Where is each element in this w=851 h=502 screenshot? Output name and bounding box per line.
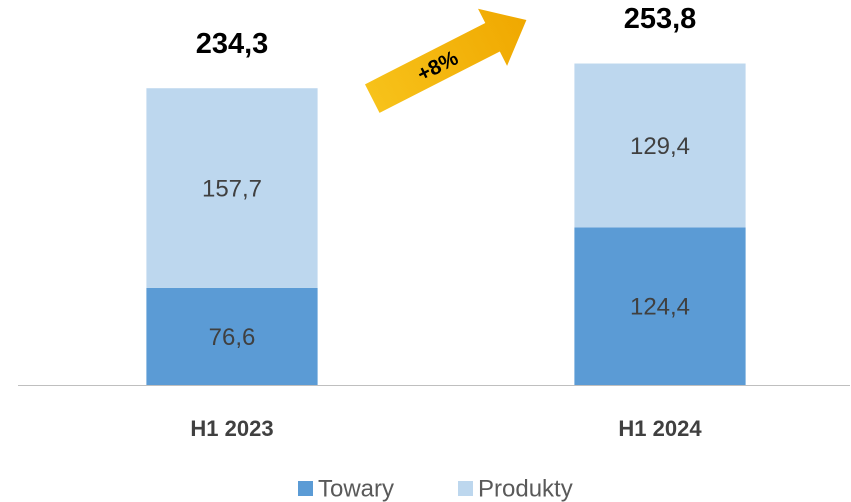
- total-label: 253,8: [624, 3, 697, 35]
- data-label: 157,7: [202, 175, 262, 202]
- legend-swatch: [458, 481, 473, 496]
- bar-segment: [574, 227, 746, 385]
- bar-segment: [146, 88, 318, 288]
- legend-label: Produkty: [478, 475, 573, 502]
- data-label: 124,4: [630, 294, 690, 321]
- legend-label: Towary: [318, 475, 394, 502]
- data-label: 76,6: [209, 324, 256, 351]
- legend-swatch: [298, 481, 313, 496]
- bar-segment: [146, 287, 318, 385]
- total-label: 234,3: [196, 28, 269, 60]
- x-tick-label: H1 2023: [190, 416, 273, 441]
- bar-segment: [574, 63, 746, 228]
- arrow-shape: [365, 8, 527, 113]
- x-tick-label: H1 2024: [618, 416, 702, 441]
- growth-arrow: +8%: [365, 8, 527, 113]
- data-label: 129,4: [630, 133, 690, 160]
